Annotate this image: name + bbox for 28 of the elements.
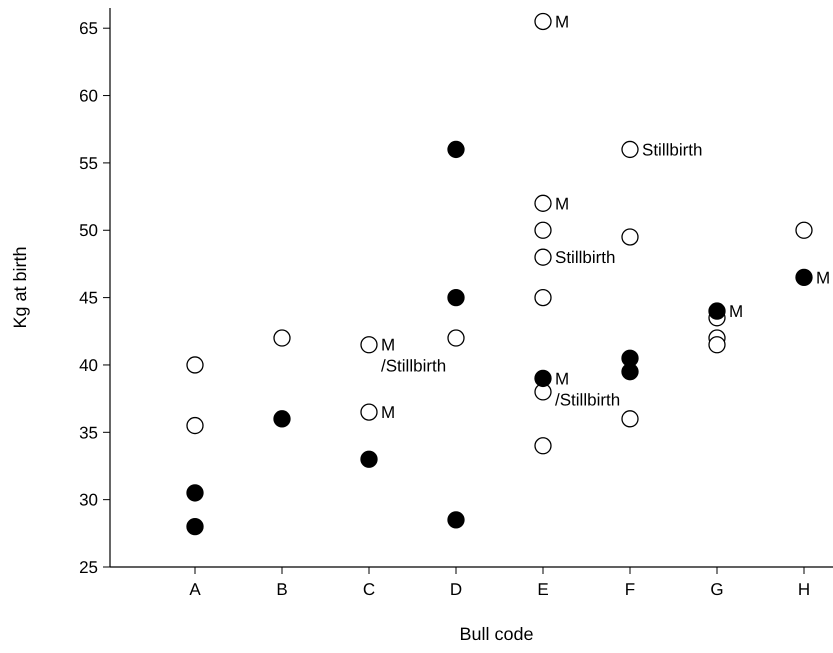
- y-tick-label: 45: [79, 288, 98, 308]
- x-tick-label: E: [537, 580, 549, 599]
- annotation: M: [816, 268, 830, 288]
- y-tick-label: 65: [79, 19, 98, 38]
- x-tick-label: D: [450, 580, 462, 599]
- annotation: M: [381, 403, 396, 422]
- x-tick-label: A: [189, 580, 202, 599]
- y-tick-label: 60: [79, 86, 98, 106]
- x-tick-label: F: [624, 580, 636, 599]
- x-axis-title: Bull code: [459, 624, 534, 644]
- x-tick-label: G: [710, 580, 724, 599]
- annotation: M /Stillbirth: [555, 369, 620, 410]
- y-tick-label: 25: [79, 558, 98, 577]
- annotation: M /Stillbirth: [381, 336, 446, 376]
- y-tick-label: 30: [79, 490, 98, 510]
- y-tick-label: 55: [79, 154, 98, 173]
- y-axis-title: Kg at birth: [10, 246, 30, 329]
- x-tick-label: H: [798, 580, 810, 599]
- x-tick-label: B: [276, 580, 288, 599]
- y-tick-label: 35: [79, 423, 98, 442]
- annotation: Stillbirth: [642, 140, 702, 160]
- annotation: M: [555, 194, 570, 214]
- annotation: Stillbirth: [555, 248, 616, 268]
- annotation: M: [729, 302, 744, 322]
- annotation: M: [555, 12, 570, 32]
- y-tick-label: 50: [79, 221, 98, 240]
- y-tick-label: 40: [79, 356, 98, 375]
- x-tick-label: C: [362, 580, 376, 599]
